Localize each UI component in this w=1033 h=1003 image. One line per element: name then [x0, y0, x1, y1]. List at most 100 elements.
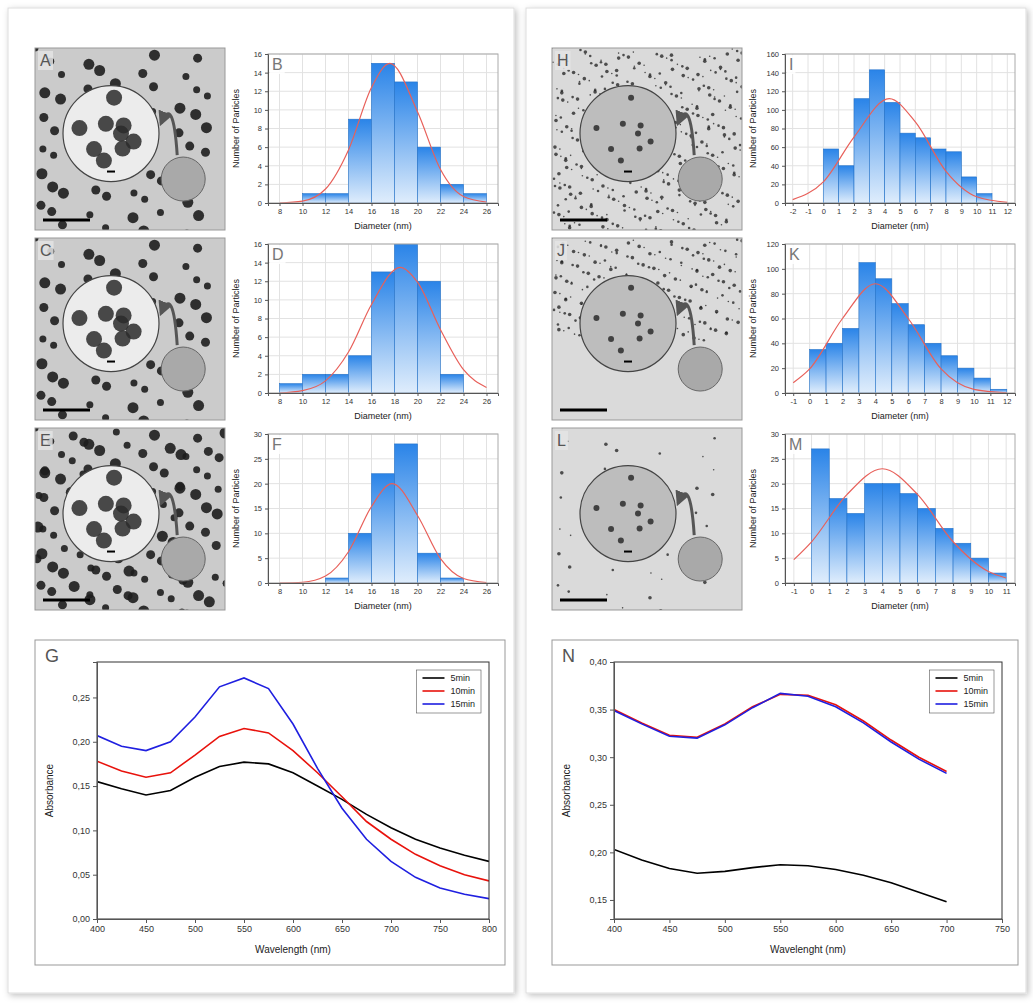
particle — [718, 99, 722, 103]
fit-curve — [793, 284, 1007, 393]
plot-frame — [268, 54, 498, 203]
particle — [561, 260, 564, 263]
tick: 7 — [934, 583, 938, 596]
particle — [666, 57, 668, 59]
particle — [717, 279, 720, 282]
axis-title: Diameter (nm) — [354, 601, 412, 611]
particle — [594, 63, 598, 67]
particle — [201, 148, 210, 157]
tick: 450 — [662, 919, 677, 934]
tick-mark — [265, 300, 268, 301]
tick: 3 — [863, 583, 867, 596]
axis: 0,150,200,250,300,350,40 — [589, 657, 614, 919]
bar — [395, 244, 418, 393]
particle — [563, 330, 565, 332]
particle — [130, 190, 137, 197]
bar — [915, 138, 930, 203]
panel-frame — [552, 640, 1018, 965]
inset-particle — [96, 153, 112, 169]
inset-particle — [618, 348, 624, 354]
particle — [607, 228, 609, 230]
particle — [185, 522, 194, 531]
inset-particle — [126, 134, 142, 150]
particle — [677, 328, 679, 330]
tick: 8 — [944, 203, 948, 216]
tick: 26 — [483, 203, 491, 216]
axis-title: Wavelength (nm) — [255, 944, 331, 955]
tick: 80 — [771, 290, 785, 299]
particle — [593, 260, 597, 264]
tick-label: 14 — [345, 587, 353, 596]
inset-particle — [71, 500, 87, 516]
arrow — [161, 304, 177, 345]
particle — [689, 285, 693, 289]
particle — [578, 224, 581, 227]
axis-title: Number of Particles — [231, 88, 241, 168]
tick: 9 — [969, 583, 973, 596]
particle — [725, 218, 728, 221]
particle — [629, 207, 631, 209]
particle — [39, 113, 48, 122]
particle — [597, 190, 600, 193]
particle — [654, 78, 656, 80]
tick-mark — [326, 583, 327, 586]
tick: 0,10 — [72, 826, 97, 836]
particle — [589, 55, 592, 58]
particle — [596, 215, 598, 217]
particle — [568, 313, 572, 317]
scale-bar — [560, 409, 607, 412]
label-patch — [555, 431, 568, 450]
particle — [705, 291, 708, 294]
particle — [47, 397, 56, 406]
particle — [582, 271, 585, 274]
tick-mark — [440, 919, 441, 923]
inset-scale-bar — [624, 171, 632, 173]
particle — [36, 581, 45, 590]
particle — [633, 51, 635, 53]
tick: 18 — [391, 583, 399, 596]
particle — [656, 53, 659, 56]
particle — [594, 89, 597, 92]
plot-background — [268, 434, 498, 583]
tick-mark — [782, 184, 785, 185]
particle — [658, 251, 661, 254]
particle — [584, 50, 588, 54]
tick-label: 22 — [437, 587, 445, 596]
particle — [709, 55, 711, 57]
particle — [592, 188, 594, 190]
small-inset — [678, 537, 722, 581]
tick: 0,05 — [72, 870, 97, 880]
particle — [612, 569, 615, 572]
inset-particle — [637, 526, 643, 532]
tick-mark — [961, 203, 962, 206]
particle — [731, 196, 733, 198]
tick: 600 — [286, 919, 301, 934]
bar — [854, 99, 869, 203]
tick-mark — [265, 337, 268, 338]
axis-title: Diameter (nm) — [871, 411, 929, 421]
marks — [280, 244, 487, 393]
inset — [63, 276, 159, 372]
particle — [193, 434, 202, 443]
tick-label: 26 — [483, 207, 491, 216]
particle — [722, 167, 726, 171]
particle — [709, 242, 711, 244]
particle — [660, 54, 664, 58]
particle — [610, 266, 612, 268]
particle — [738, 176, 740, 178]
particle — [678, 296, 682, 300]
tick: 5 — [898, 203, 902, 216]
tick-mark — [882, 583, 883, 586]
particle — [709, 212, 712, 215]
particle — [677, 212, 679, 214]
label-patch — [555, 51, 571, 70]
particle — [714, 71, 717, 74]
label-patch — [787, 55, 795, 74]
tick-label: 3 — [863, 587, 867, 596]
tick: 2 — [258, 180, 268, 189]
particle — [729, 79, 733, 83]
grid — [268, 54, 498, 203]
particle — [193, 400, 204, 411]
inset-particle — [106, 90, 122, 106]
tick-mark — [782, 244, 785, 245]
